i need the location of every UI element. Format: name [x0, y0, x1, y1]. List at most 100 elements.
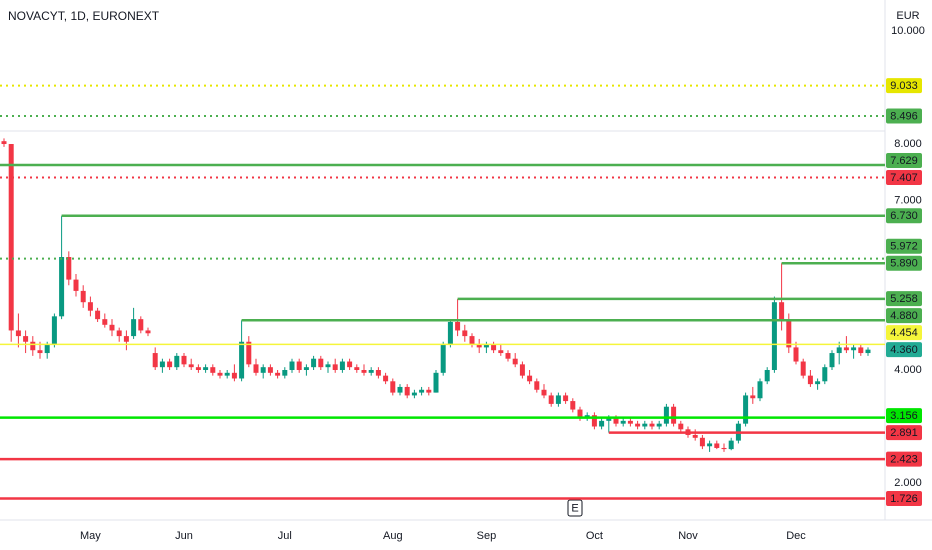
candle-body — [73, 279, 79, 291]
candle-body — [59, 257, 65, 317]
price-tag — [886, 108, 922, 124]
candle-body — [793, 347, 799, 362]
earnings-marker[interactable]: E — [571, 502, 578, 514]
price-tag — [886, 238, 922, 254]
y-tick-label: 4.000 — [894, 364, 922, 376]
price-tag-label: 4.880 — [890, 310, 918, 322]
price-tag-label: 6.730 — [890, 210, 918, 222]
candle-body — [411, 392, 417, 396]
candle-body — [296, 361, 302, 370]
y-tick-label: 7.000 — [894, 194, 922, 206]
candle-body — [836, 347, 842, 354]
candle-body — [404, 386, 410, 396]
candle-body — [8, 144, 14, 331]
x-tick-label: Aug — [383, 530, 403, 542]
candle-body — [491, 344, 497, 351]
x-tick-label: Nov — [678, 530, 698, 542]
candle-body — [95, 310, 101, 320]
candle-body — [44, 344, 50, 354]
price-tag — [886, 308, 922, 324]
candle-body — [865, 349, 871, 354]
candle-body — [728, 440, 734, 450]
price-tag-label: 1.726 — [890, 493, 918, 505]
price-tag — [886, 153, 922, 169]
candle-body — [563, 395, 569, 402]
candle-body — [339, 361, 345, 370]
candle-body — [267, 367, 273, 373]
currency-label: EUR — [896, 10, 919, 22]
candle-body — [800, 361, 806, 376]
candle-body — [303, 367, 309, 370]
candle-body — [534, 381, 540, 390]
candle-body — [663, 406, 669, 424]
candle-body — [231, 372, 237, 379]
candle-body — [786, 319, 792, 348]
candle-body — [368, 370, 374, 373]
candle-body — [37, 350, 43, 354]
candle-body — [109, 324, 115, 331]
candle-body — [181, 355, 187, 365]
candle-body — [447, 321, 453, 345]
price-tag — [886, 170, 922, 186]
candle-body — [807, 375, 813, 385]
price-tag — [886, 451, 922, 467]
candle-body — [642, 423, 648, 427]
candle-body — [174, 355, 180, 368]
y-tick-label: 10.000 — [891, 25, 925, 37]
candle-body — [433, 372, 439, 393]
price-tag-label: 5.972 — [890, 241, 918, 253]
candle-body — [210, 367, 216, 373]
price-tag-label: 4.360 — [890, 344, 918, 356]
candle-body — [66, 257, 72, 280]
candle-body — [505, 353, 511, 359]
price-tag-label: 7.629 — [890, 155, 918, 167]
earnings-marker-box[interactable] — [567, 499, 583, 517]
candle-body — [217, 372, 223, 376]
candle-body — [325, 364, 331, 368]
candle-body — [440, 344, 446, 373]
candle-body — [858, 347, 864, 354]
x-tick-label: Oct — [586, 530, 603, 542]
candle-body — [476, 344, 482, 348]
candle-body — [714, 443, 720, 448]
candle-body — [390, 381, 396, 393]
candle-body — [627, 420, 633, 424]
candle-body — [375, 370, 381, 376]
candle-body — [707, 443, 713, 447]
candle-body — [145, 330, 151, 334]
candle-body — [419, 389, 425, 393]
candle-body — [577, 409, 583, 419]
price-tag — [886, 408, 922, 424]
price-tag-label: 3.156 — [890, 410, 918, 422]
candle-body — [771, 302, 777, 370]
price-tag-label: 2.423 — [890, 454, 918, 466]
price-tag-label: 9.033 — [890, 80, 918, 92]
candle-body — [512, 358, 518, 365]
candle-body — [555, 395, 561, 404]
candle-body — [591, 415, 597, 427]
candle-body — [116, 330, 122, 337]
price-tag — [886, 490, 922, 506]
candle-body — [102, 319, 108, 325]
candle-body — [15, 330, 21, 337]
price-tag — [886, 291, 922, 307]
candle-body — [764, 370, 770, 382]
x-tick-label: May — [80, 530, 101, 542]
candle-body — [51, 316, 57, 345]
candle-body — [1, 141, 7, 145]
candle-body — [843, 347, 849, 351]
candle-body — [260, 367, 266, 373]
candle-body — [426, 389, 432, 393]
price-tag-label: 5.890 — [890, 258, 918, 270]
candle-body — [167, 361, 173, 368]
candle-body — [469, 336, 475, 345]
candle-body — [311, 358, 317, 368]
candle-body — [289, 361, 295, 370]
candle-body — [570, 401, 576, 410]
candle-body — [455, 321, 461, 331]
candle-body — [318, 358, 324, 368]
candle-body — [606, 418, 612, 421]
candle-body — [779, 302, 785, 320]
